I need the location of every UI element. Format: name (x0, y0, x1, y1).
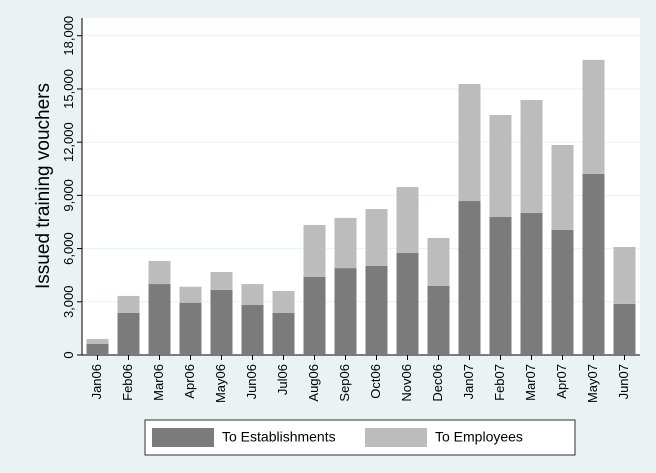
bar-segment (148, 284, 171, 355)
bar-segment (613, 303, 636, 355)
x-tick-label: Jul06 (275, 364, 290, 395)
bar-segment (520, 99, 543, 213)
bar-segment (582, 173, 605, 355)
x-tick-label: Apr07 (554, 364, 569, 399)
legend-label: To Establishments (222, 429, 336, 445)
bar-segment (551, 229, 574, 355)
legend-label: To Employees (435, 429, 523, 445)
x-tick-label: Feb07 (492, 364, 507, 401)
bar-segment (303, 276, 326, 355)
bar-segment (210, 271, 233, 290)
x-tick-label: Dec06 (430, 364, 445, 402)
y-axis-label: Issued training vouchers (33, 83, 54, 289)
y-tick-label: 12,000 (61, 122, 76, 162)
legend (144, 419, 576, 456)
bar-segment (86, 339, 109, 345)
bar-segment (489, 217, 512, 355)
bar-segment (86, 344, 109, 355)
x-tick-label: Nov06 (399, 364, 414, 402)
x-tick-label: Aug06 (306, 364, 321, 402)
bar-segment (241, 304, 264, 355)
x-tick-label: Oct06 (368, 364, 383, 399)
x-tick-label: Feb06 (120, 364, 135, 401)
bar-segment (179, 286, 202, 303)
x-tick-label: May06 (213, 364, 228, 403)
bar-segment (489, 115, 512, 218)
y-tick-label: 15,000 (61, 69, 76, 109)
bar-segment (148, 260, 171, 285)
x-tick-label: Mar07 (523, 364, 538, 401)
bar-segment (365, 209, 388, 266)
y-tick-label: 9,000 (61, 179, 76, 212)
x-tick-label: Jun07 (616, 364, 631, 399)
y-tick-label: 6,000 (61, 232, 76, 265)
x-tick-label: Mar06 (151, 364, 166, 401)
bar-segment (272, 312, 295, 355)
bar-segment (210, 289, 233, 355)
legend-swatch (365, 428, 427, 447)
x-tick-label: Jun06 (244, 364, 259, 399)
bar-segment (117, 295, 140, 313)
x-tick-label: Sep06 (337, 364, 352, 402)
bar-segment (613, 246, 636, 304)
bar-segment (334, 268, 357, 355)
y-tick-label: 0 (61, 351, 76, 358)
x-tick-label: Apr06 (182, 364, 197, 399)
x-tick-label: Jan06 (89, 364, 104, 399)
bar-segment (272, 290, 295, 313)
bar-segment (241, 284, 264, 305)
x-tick-label: May07 (585, 364, 600, 403)
y-tick-label: 3,000 (61, 286, 76, 319)
bar-segment (427, 237, 450, 287)
plot-area (82, 18, 640, 355)
x-tick-label: Jan07 (461, 364, 476, 399)
bar-segment (520, 212, 543, 355)
bar-segment (365, 265, 388, 355)
bar-segment (458, 201, 481, 355)
bar-segment (582, 59, 605, 174)
bar-segment (458, 83, 481, 202)
bar-segment (179, 302, 202, 355)
y-tick-label: 18,000 (61, 16, 76, 56)
bar-segment (396, 253, 419, 355)
bar-segment (551, 144, 574, 230)
bar-segment (303, 224, 326, 277)
bar-segment (396, 187, 419, 254)
bar-segment (334, 217, 357, 269)
bar-segment (427, 286, 450, 355)
bar-segment (117, 312, 140, 355)
legend-swatch (152, 428, 214, 447)
